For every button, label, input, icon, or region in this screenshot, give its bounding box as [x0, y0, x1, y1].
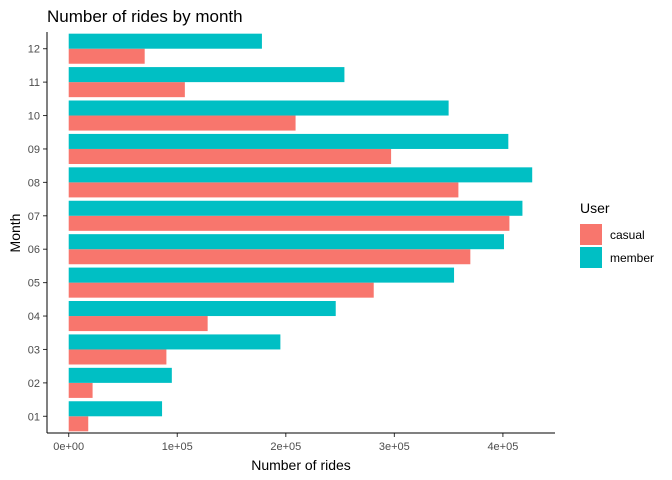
bar-casual-03	[68, 349, 167, 365]
chart-title: Number of rides by month	[47, 7, 243, 26]
bar-casual-05	[68, 282, 374, 298]
bar-member-06	[68, 234, 504, 250]
bars-group	[68, 33, 533, 432]
y-axis-title: Month	[7, 214, 23, 253]
bar-member-11	[68, 67, 345, 83]
bar-member-01	[68, 401, 163, 417]
y-tick-label-07: 07	[28, 211, 40, 223]
y-tick-label-12: 12	[28, 44, 40, 56]
y-tick-label-10: 10	[28, 111, 40, 123]
legend-swatch-casual	[580, 224, 602, 245]
x-tick-label-0: 0e+00	[53, 441, 84, 453]
y-tick-label-04: 04	[28, 311, 40, 323]
legend-label-casual: casual	[610, 228, 645, 242]
y-tick-label-11: 11	[29, 77, 40, 89]
bar-member-03	[68, 334, 281, 350]
x-tick-label-1: 1e+05	[162, 441, 193, 453]
bar-casual-01	[68, 416, 89, 432]
legend-swatch-member	[580, 247, 602, 268]
x-tick-label-3: 3e+05	[379, 441, 410, 453]
x-axis-title: Number of rides	[251, 457, 351, 473]
y-tick-label-01: 01	[28, 411, 40, 423]
bar-casual-12	[68, 48, 145, 64]
bar-member-07	[68, 200, 523, 216]
bar-casual-09	[68, 148, 392, 164]
y-tick-label-09: 09	[28, 144, 40, 156]
y-tick-label-06: 06	[28, 244, 40, 256]
x-tick-label-4: 4e+05	[487, 441, 518, 453]
bar-casual-11	[68, 82, 185, 98]
bar-member-10	[68, 100, 449, 116]
legend: User casual member	[580, 200, 654, 268]
bar-casual-08	[68, 182, 459, 198]
bar-casual-04	[68, 316, 208, 332]
bar-casual-10	[68, 115, 296, 131]
x-tick-label-2: 2e+05	[270, 441, 301, 453]
bar-casual-07	[68, 215, 510, 231]
bar-member-05	[68, 267, 455, 283]
bar-member-08	[68, 167, 533, 183]
bar-member-04	[68, 301, 336, 317]
y-tick-label-08: 08	[28, 177, 40, 189]
bar-member-02	[68, 367, 172, 383]
y-tick-label-05: 05	[28, 278, 40, 290]
legend-title: User	[580, 200, 610, 216]
bar-casual-02	[68, 382, 93, 398]
bar-casual-06	[68, 249, 471, 265]
y-tick-label-02: 02	[28, 378, 40, 390]
bar-member-09	[68, 133, 509, 149]
bar-member-12	[68, 33, 262, 49]
x-axis-ticks: 0e+00 1e+05 2e+05 3e+05 4e+05	[53, 433, 518, 453]
y-tick-label-03: 03	[28, 344, 40, 356]
y-axis-ticks: 01 02 03 04 05 06 07 08 09 10 11 12	[28, 44, 47, 423]
legend-label-member: member	[610, 251, 654, 265]
